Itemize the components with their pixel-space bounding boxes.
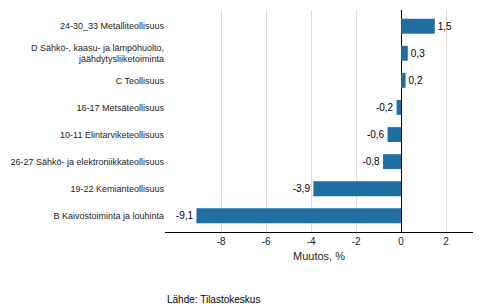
svg-text:16-17 Metsäteollisuus: 16-17 Metsäteollisuus [76, 103, 164, 113]
svg-text:C Teollisuus: C Teollisuus [116, 76, 165, 86]
svg-text:-8: -8 [217, 236, 226, 247]
svg-text:0: 0 [398, 236, 404, 247]
svg-text:-6: -6 [262, 236, 271, 247]
svg-text:-0,6: -0,6 [367, 129, 385, 140]
svg-text:2: 2 [443, 236, 449, 247]
svg-text:-0,8: -0,8 [362, 156, 380, 167]
svg-text:Lähde: Tilastokeskus: Lähde: Tilastokeskus [167, 294, 260, 304]
svg-text:-2: -2 [352, 236, 361, 247]
svg-text:26-27 Sähkö- ja elektroniikkat: 26-27 Sähkö- ja elektroniikkateollisuus [10, 157, 164, 167]
svg-text:-9,1: -9,1 [176, 210, 194, 221]
svg-text:-0,2: -0,2 [376, 102, 394, 113]
svg-text:-3,9: -3,9 [293, 183, 311, 194]
svg-text:D Sähkö-, kaasu- ja lämpöhuolt: D Sähkö-, kaasu- ja lämpöhuolto,jäähdyty… [31, 43, 164, 65]
svg-text:-4: -4 [307, 236, 316, 247]
svg-text:0,2: 0,2 [409, 75, 423, 86]
svg-text:Muutos, %: Muutos, % [293, 250, 345, 262]
svg-text:0,3: 0,3 [411, 48, 425, 59]
svg-text:24-30_33 Metalliteollisuus: 24-30_33 Metalliteollisuus [60, 21, 165, 31]
svg-text:B Kaivostoiminta ja louhinta: B Kaivostoiminta ja louhinta [53, 211, 164, 221]
svg-text:1,5: 1,5 [438, 21, 452, 32]
svg-text:10-11 Elintarviketeollisuus: 10-11 Elintarviketeollisuus [60, 130, 164, 140]
svg-text:19-22 Kemianteollisuus: 19-22 Kemianteollisuus [70, 184, 164, 194]
